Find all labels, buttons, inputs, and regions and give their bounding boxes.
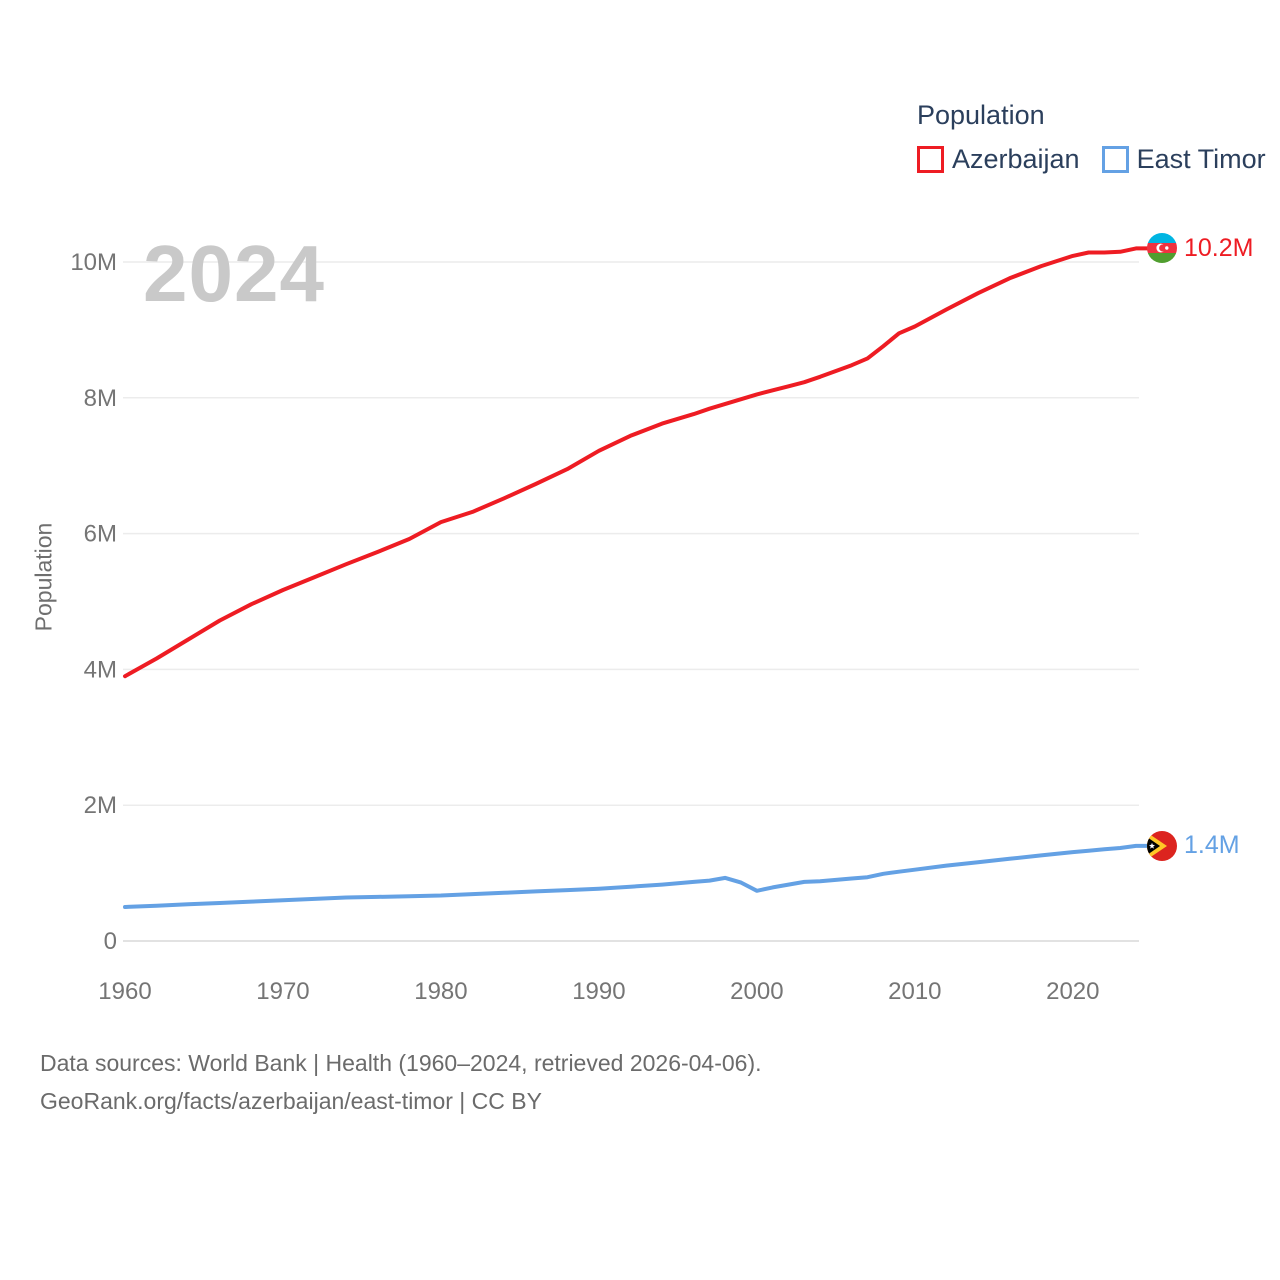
- east-timor-flag-icon: [1147, 830, 1177, 861]
- footer-attribution: GeoRank.org/facts/azerbaijan/east-timor …: [40, 1088, 542, 1114]
- series-lines: [123, 246, 1153, 909]
- series-line-azerbaijan[interactable]: [123, 246, 1153, 679]
- x-tick-label: 1960: [98, 978, 151, 1005]
- legend-item-east-timor[interactable]: East Timor: [1101, 144, 1266, 175]
- azerbaijan-end-label: 10.2M: [1147, 233, 1254, 264]
- x-tick-label: 2020: [1046, 978, 1099, 1005]
- east-timor-end-label: 1.4M: [1147, 830, 1240, 861]
- azerbaijan-end-value: 10.2M: [1184, 233, 1254, 262]
- legend: Population Azerbaijan East Timor: [917, 100, 1266, 175]
- x-tick-label: 1970: [256, 978, 309, 1005]
- y-tick-label: 4M: [84, 656, 117, 683]
- footer-data-sources: Data sources: World Bank | Health (1960–…: [40, 1050, 762, 1076]
- azerbaijan-swatch-icon: [917, 146, 944, 173]
- y-tick-label: 10M: [70, 249, 117, 276]
- y-tick-label: 8M: [84, 385, 117, 412]
- x-tick-label: 2010: [888, 978, 941, 1005]
- footer: Data sources: World Bank | Health (1960–…: [40, 1044, 762, 1120]
- legend-item-label: East Timor: [1136, 144, 1266, 174]
- x-tick-label: 1980: [414, 978, 467, 1005]
- series-line-east-timor[interactable]: [123, 843, 1153, 909]
- legend-entries: Azerbaijan East Timor: [917, 144, 1266, 175]
- x-tick-label: 1990: [572, 978, 625, 1005]
- legend-item-azerbaijan[interactable]: Azerbaijan: [917, 144, 1080, 175]
- east-timor-swatch-icon: [1101, 146, 1129, 173]
- y-tick-label: 2M: [84, 792, 117, 819]
- legend-item-label: Azerbaijan: [952, 144, 1080, 174]
- x-tick-label: 2000: [730, 978, 783, 1005]
- east-timor-end-value: 1.4M: [1184, 831, 1240, 860]
- gridlines: [123, 261, 1139, 942]
- watermark-year: 2024: [143, 229, 325, 318]
- azerbaijan-flag-icon: [1147, 233, 1177, 264]
- legend-title: Population: [917, 100, 1045, 130]
- y-tick-label: 6M: [84, 521, 117, 548]
- axis-tick-labels: 0 2M 4M 6M 8M 10M 1960 1970 1980 1990 2000 2010 2020: [70, 249, 1099, 1005]
- y-tick-label: 0: [104, 928, 117, 955]
